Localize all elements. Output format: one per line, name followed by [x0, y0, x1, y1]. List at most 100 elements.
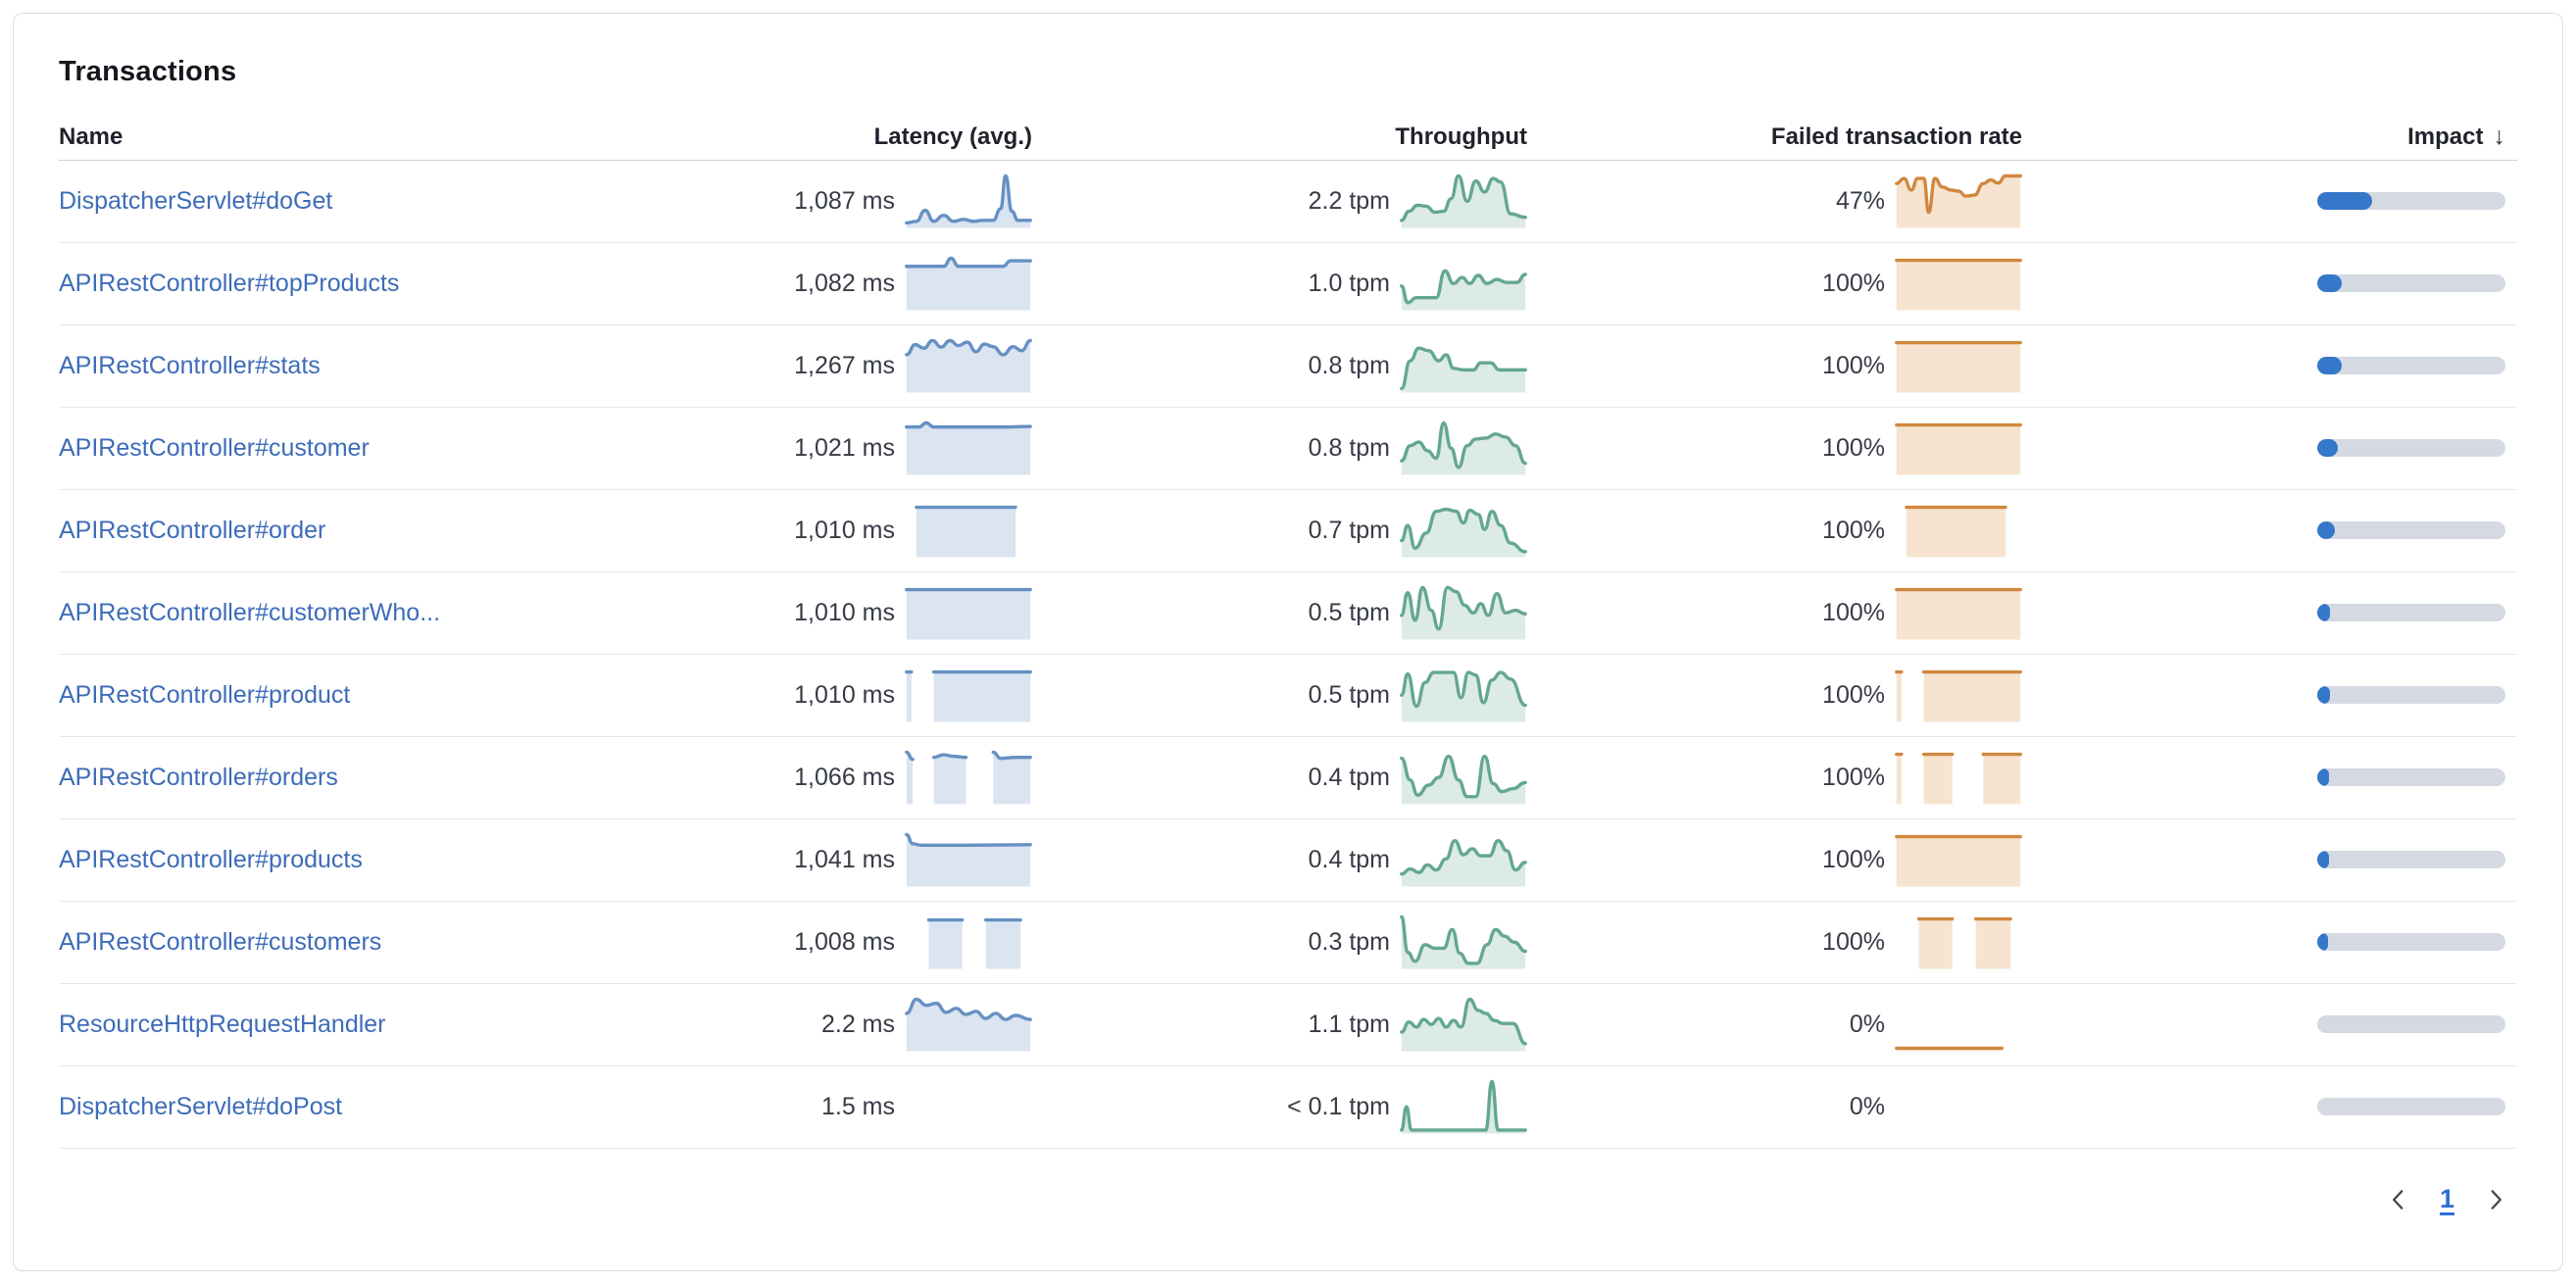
impact-bar — [2317, 357, 2505, 375]
throughput-cell: 1.1 tpm — [1032, 997, 1527, 1052]
impact-cell — [2022, 521, 2517, 540]
next-page-button[interactable] — [2476, 1180, 2515, 1219]
chevron-left-icon — [2387, 1188, 2410, 1211]
transaction-link[interactable]: APIRestController#product — [59, 680, 351, 709]
table-row: ResourceHttpRequestHandler 2.2 ms 1.1 tpm 0… — [59, 984, 2517, 1066]
impact-bar-fill — [2317, 768, 2330, 787]
transaction-link[interactable]: APIRestController#topProducts — [59, 269, 400, 297]
throughput-cell: 0.3 tpm — [1032, 914, 1527, 969]
throughput-sparkline — [1400, 997, 1527, 1052]
impact-cell — [2022, 274, 2517, 293]
impact-bar — [2317, 1015, 2505, 1034]
throughput-cell: 0.7 tpm — [1032, 503, 1527, 558]
name-cell: APIRestController#stats — [59, 352, 787, 380]
name-cell: APIRestController#customer — [59, 434, 787, 463]
column-header-impact[interactable]: Impact ↓ — [2022, 123, 2517, 151]
column-header-label: Name — [59, 123, 124, 150]
column-header-name[interactable]: Name — [59, 123, 787, 151]
throughput-value: 0.3 tpm — [1308, 927, 1390, 956]
failed-rate-value: 0% — [1849, 1092, 1885, 1120]
latency-value: 1,087 ms — [794, 186, 895, 215]
throughput-value: 2.2 tpm — [1308, 186, 1390, 215]
impact-cell — [2022, 192, 2517, 211]
impact-bar — [2317, 439, 2505, 458]
impact-bar — [2317, 604, 2505, 622]
latency-value: 1,082 ms — [794, 269, 895, 297]
latency-sparkline — [905, 914, 1032, 969]
impact-bar-fill — [2317, 686, 2331, 705]
table-row: APIRestController#customerWho... 1,010 ms… — [59, 572, 2517, 655]
throughput-sparkline — [1400, 832, 1527, 887]
failed-rate-cell: 100% — [1527, 338, 2022, 393]
impact-cell — [2022, 357, 2517, 375]
failed-rate-value: 0% — [1849, 1010, 1885, 1038]
latency-sparkline — [905, 750, 1032, 805]
throughput-sparkline — [1400, 503, 1527, 558]
column-header-label: Latency (avg.) — [873, 123, 1032, 150]
failed-rate-value: 100% — [1822, 927, 1885, 956]
transaction-link[interactable]: APIRestController#customerWho... — [59, 598, 441, 626]
impact-cell — [2022, 1098, 2517, 1116]
pagination: 1 — [59, 1180, 2517, 1219]
chevron-right-icon — [2484, 1188, 2507, 1211]
table-row: APIRestController#stats 1,267 ms 0.8 tpm 10… — [59, 325, 2517, 408]
name-cell: ResourceHttpRequestHandler — [59, 1011, 787, 1039]
table-row: APIRestController#products 1,041 ms 0.4 tp… — [59, 819, 2517, 902]
throughput-value: 1.1 tpm — [1308, 1010, 1390, 1038]
table-row: DispatcherServlet#doGet 1,087 ms 2.2 tpm 47… — [59, 161, 2517, 243]
prev-page-button[interactable] — [2379, 1180, 2418, 1219]
failed-rate-cell: 0% — [1527, 997, 2022, 1052]
transaction-link[interactable]: APIRestController#order — [59, 516, 326, 544]
column-header-failed-transaction-rate[interactable]: Failed transaction rate — [1527, 123, 2022, 151]
name-cell: DispatcherServlet#doGet — [59, 187, 787, 216]
column-header-latency-avg[interactable]: Latency (avg.) — [787, 123, 1032, 151]
latency-cell: 1,066 ms — [787, 750, 1032, 805]
latency-cell: 1.5 ms — [787, 1079, 1032, 1134]
failed-rate-cell: 100% — [1527, 503, 2022, 558]
transaction-link[interactable]: APIRestController#customers — [59, 927, 382, 956]
name-cell: APIRestController#orders — [59, 764, 787, 792]
latency-sparkline — [905, 173, 1032, 228]
transaction-link[interactable]: APIRestController#stats — [59, 351, 321, 379]
transaction-link[interactable]: DispatcherServlet#doGet — [59, 186, 333, 215]
table-row: APIRestController#customers 1,008 ms 0.3 t… — [59, 902, 2517, 984]
throughput-cell: 0.4 tpm — [1032, 750, 1527, 805]
latency-sparkline — [905, 338, 1032, 393]
throughput-cell: 0.8 tpm — [1032, 338, 1527, 393]
failed-rate-sparkline — [1895, 750, 2022, 805]
name-cell: APIRestController#topProducts — [59, 270, 787, 298]
name-cell: APIRestController#customerWho... — [59, 599, 787, 627]
table-header-row: Name Latency (avg.) Throughput Failed trans… — [59, 115, 2517, 161]
failed-rate-cell: 100% — [1527, 667, 2022, 722]
transaction-link[interactable]: APIRestController#orders — [59, 763, 338, 791]
transaction-link[interactable]: APIRestController#customer — [59, 433, 370, 462]
page-number-current[interactable]: 1 — [2439, 1184, 2454, 1214]
column-header-label: Failed transaction rate — [1770, 123, 2022, 150]
failed-rate-value: 100% — [1822, 269, 1885, 297]
throughput-sparkline — [1400, 256, 1527, 311]
failed-rate-cell: 100% — [1527, 585, 2022, 640]
transaction-link[interactable]: ResourceHttpRequestHandler — [59, 1010, 386, 1038]
sort-descending-icon: ↓ — [2493, 123, 2506, 151]
throughput-cell: 0.8 tpm — [1032, 420, 1527, 475]
latency-value: 1.5 ms — [820, 1092, 895, 1120]
column-header-throughput[interactable]: Throughput — [1032, 123, 1527, 151]
failed-rate-sparkline — [1895, 420, 2022, 475]
failed-rate-value: 100% — [1822, 763, 1885, 791]
throughput-value: 0.5 tpm — [1308, 680, 1390, 709]
impact-bar — [2317, 768, 2505, 787]
impact-bar — [2317, 274, 2505, 293]
latency-cell: 1,021 ms — [787, 420, 1032, 475]
latency-sparkline — [905, 420, 1032, 475]
transaction-link[interactable]: APIRestController#products — [59, 845, 363, 873]
latency-cell: 2.2 ms — [787, 997, 1032, 1052]
throughput-cell: 0.5 tpm — [1032, 585, 1527, 640]
transaction-link[interactable]: DispatcherServlet#doPost — [59, 1092, 343, 1120]
throughput-sparkline — [1400, 338, 1527, 393]
latency-value: 1,041 ms — [794, 845, 895, 873]
throughput-value: 0.5 tpm — [1308, 598, 1390, 626]
impact-cell — [2022, 604, 2517, 622]
failed-rate-sparkline — [1895, 503, 2022, 558]
latency-sparkline — [905, 832, 1032, 887]
latency-cell: 1,041 ms — [787, 832, 1032, 887]
